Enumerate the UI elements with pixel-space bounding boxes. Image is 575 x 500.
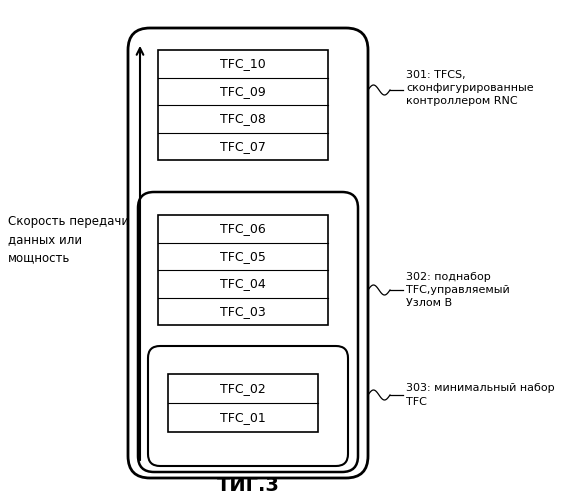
FancyBboxPatch shape xyxy=(138,192,358,472)
FancyBboxPatch shape xyxy=(148,346,348,466)
Text: TFC_07: TFC_07 xyxy=(220,140,266,153)
Text: TFC_05: TFC_05 xyxy=(220,250,266,263)
Text: TFC_09: TFC_09 xyxy=(220,84,266,98)
Text: 301: TFCS,
сконфигурированные
контроллером RNC: 301: TFCS, сконфигурированные контроллер… xyxy=(406,70,534,106)
Text: ΤИГ.3: ΤИГ.3 xyxy=(217,476,279,495)
Bar xyxy=(158,50,328,160)
Text: Скорость передачи
данных или
мощность: Скорость передачи данных или мощность xyxy=(8,216,129,264)
Text: TFC_02: TFC_02 xyxy=(220,382,266,395)
Text: TFC_04: TFC_04 xyxy=(220,277,266,290)
Text: TFC_10: TFC_10 xyxy=(220,57,266,70)
Bar xyxy=(158,215,328,325)
Text: TFC_08: TFC_08 xyxy=(220,112,266,125)
Bar xyxy=(168,374,318,432)
Text: TFC_06: TFC_06 xyxy=(220,222,266,235)
Text: 302: поднабор
TFC,управляемый
Узлом B: 302: поднабор TFC,управляемый Узлом B xyxy=(406,272,510,308)
FancyBboxPatch shape xyxy=(128,28,368,478)
Text: TFC_01: TFC_01 xyxy=(220,411,266,424)
Text: TFC_03: TFC_03 xyxy=(220,304,266,318)
Text: 303: минимальный набор
TFC: 303: минимальный набор TFC xyxy=(406,384,555,406)
